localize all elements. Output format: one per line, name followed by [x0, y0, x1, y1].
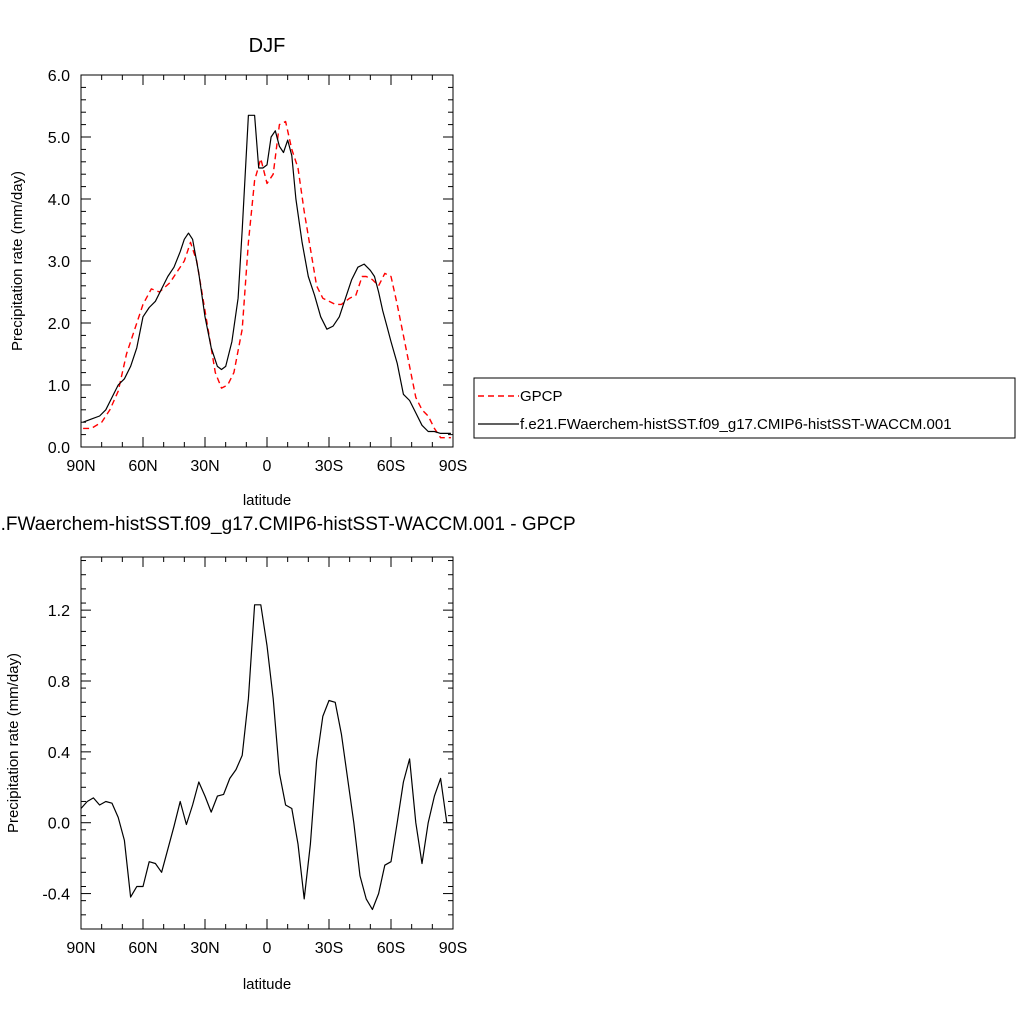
bottom-x-tick-label: 30N — [190, 940, 219, 957]
legend-box — [473, 377, 1016, 439]
top-chart-title: DJF — [249, 35, 286, 57]
legend-gpcp-label: GPCP — [520, 388, 563, 405]
top-x-tick-label: 0 — [263, 458, 272, 475]
top-legend: GPCP f.e21.FWaerchem-histSST.f09_g17.CMI… — [473, 377, 1016, 439]
top-y-tick-label: 1.0 — [48, 378, 70, 395]
bottom-series-line-0 — [80, 604, 453, 911]
top-y-axis-label: Precipitation rate (mm/day) — [9, 171, 26, 351]
top-series-line-f-e21-fwaerchem-hist — [82, 114, 451, 434]
top-x-tick-label: 60S — [377, 458, 405, 475]
top-x-tick-label: 90N — [66, 458, 95, 475]
bottom-chart: f.e21.FWaerchem-histSST.f09_g17.CMIP6-hi… — [0, 514, 576, 993]
bottom-series-group — [80, 604, 453, 911]
top-y-tick-label: 2.0 — [48, 316, 70, 333]
top-y-tick-label: 5.0 — [48, 130, 70, 147]
bottom-axis-ticks: 90N 60N 30N 0 30S 60S 90S -0.4 0.0 0.4 0.8 1.2 — [42, 557, 467, 957]
bottom-x-axis-label: latitude — [243, 976, 291, 993]
top-x-axis-label: latitude — [243, 492, 291, 509]
bottom-plot-frame — [80, 556, 454, 930]
bottom-x-tick-label: 30S — [315, 940, 343, 957]
bottom-x-tick-label: 90N — [66, 940, 95, 957]
bottom-x-tick-label: 60N — [128, 940, 157, 957]
top-y-tick-label: 3.0 — [48, 254, 70, 271]
top-chart: DJF 90N 60N 30N 0 30S 60S 90S 0.0 1.0 2.0 3.0 4.0 5.… — [9, 35, 1016, 509]
top-plot-frame — [80, 74, 454, 448]
top-x-tick-label: 30N — [190, 458, 219, 475]
top-axis-ticks: 90N 60N 30N 0 30S 60S 90S 0.0 1.0 2.0 3.0 4.0 5.0 6.0 — [48, 68, 467, 475]
top-x-tick-label: 30S — [315, 458, 343, 475]
bottom-x-tick-label: 90S — [439, 940, 467, 957]
top-y-tick-label: 0.0 — [48, 440, 70, 457]
bottom-chart-title: f.e21.FWaerchem-histSST.f09_g17.CMIP6-hi… — [0, 514, 576, 535]
top-series-line-gpcp — [83, 120, 451, 439]
legend-model-label: f.e21.FWaerchem-histSST.f09_g17.CMIP6-hi… — [520, 416, 952, 433]
bottom-y-tick-label: 1.2 — [48, 603, 70, 620]
bottom-y-tick-label: 0.0 — [48, 816, 70, 833]
top-x-tick-label: 60N — [128, 458, 157, 475]
bottom-y-tick-label: -0.4 — [42, 887, 70, 904]
bottom-y-tick-label: 0.8 — [48, 674, 70, 691]
top-y-tick-label: 4.0 — [48, 192, 70, 209]
bottom-y-axis-label: Precipitation rate (mm/day) — [5, 653, 22, 833]
bottom-y-tick-label: 0.4 — [48, 745, 70, 762]
bottom-x-tick-label: 60S — [377, 940, 405, 957]
top-y-tick-label: 6.0 — [48, 68, 70, 85]
top-x-tick-label: 90S — [439, 458, 467, 475]
top-series-group — [82, 114, 451, 439]
bottom-x-tick-label: 0 — [263, 940, 272, 957]
